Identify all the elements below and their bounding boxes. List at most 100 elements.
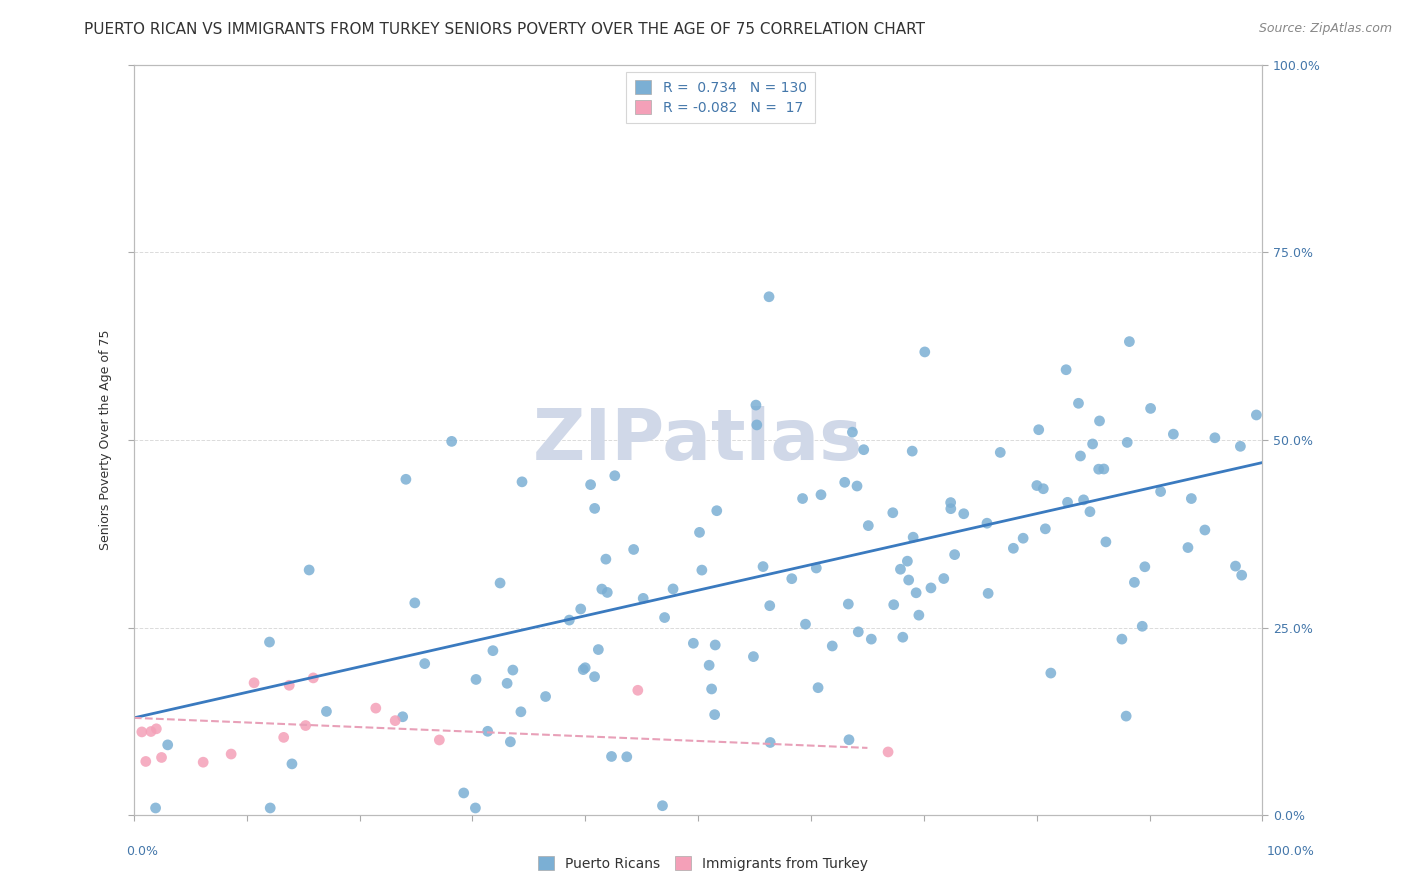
Point bbox=[627, 683, 650, 698]
Point bbox=[364, 701, 387, 715]
Point bbox=[932, 572, 955, 586]
Point bbox=[591, 582, 613, 596]
Point bbox=[1116, 435, 1139, 450]
Point bbox=[758, 290, 780, 304]
Point bbox=[259, 801, 281, 815]
Point bbox=[145, 801, 167, 815]
Point bbox=[1225, 559, 1247, 574]
Point bbox=[1246, 408, 1268, 422]
Point bbox=[281, 756, 304, 771]
Point bbox=[603, 468, 626, 483]
Point bbox=[631, 591, 654, 606]
Point bbox=[901, 444, 924, 458]
Point bbox=[682, 636, 704, 650]
Point bbox=[891, 630, 914, 644]
Point bbox=[243, 675, 266, 690]
Point bbox=[1078, 505, 1101, 519]
Point bbox=[145, 722, 167, 736]
Point bbox=[1204, 431, 1226, 445]
Point bbox=[1033, 522, 1056, 536]
Point bbox=[1092, 462, 1115, 476]
Point bbox=[1073, 492, 1095, 507]
Point bbox=[977, 586, 1000, 600]
Point bbox=[1067, 396, 1090, 410]
Point bbox=[574, 661, 596, 675]
Point bbox=[623, 542, 645, 557]
Point bbox=[278, 678, 301, 692]
Point bbox=[477, 724, 499, 739]
Point bbox=[846, 479, 869, 493]
Text: Source: ZipAtlas.com: Source: ZipAtlas.com bbox=[1258, 22, 1392, 36]
Point bbox=[794, 617, 817, 632]
Point bbox=[219, 747, 242, 761]
Point bbox=[315, 705, 337, 719]
Point bbox=[384, 714, 406, 728]
Point bbox=[952, 507, 974, 521]
Point bbox=[651, 798, 673, 813]
Y-axis label: Seniors Poverty Over the Age of 75: Seniors Poverty Over the Age of 75 bbox=[100, 330, 112, 550]
Point bbox=[752, 559, 775, 574]
Point bbox=[704, 638, 727, 652]
Point bbox=[1088, 414, 1111, 428]
Point bbox=[908, 608, 931, 623]
Point bbox=[662, 582, 685, 596]
Point bbox=[1177, 541, 1199, 555]
Point bbox=[1229, 439, 1251, 453]
Text: ZIPatlas: ZIPatlas bbox=[533, 406, 863, 475]
Point bbox=[273, 731, 295, 745]
Point bbox=[852, 442, 875, 457]
Point bbox=[780, 572, 803, 586]
Point bbox=[1163, 427, 1185, 442]
Point bbox=[758, 599, 780, 613]
Point bbox=[395, 472, 418, 486]
Point bbox=[1054, 362, 1077, 376]
Point bbox=[1123, 575, 1146, 590]
Legend: Puerto Ricans, Immigrants from Turkey: Puerto Ricans, Immigrants from Turkey bbox=[531, 850, 875, 876]
Point bbox=[860, 632, 883, 647]
Point bbox=[440, 434, 463, 449]
Point bbox=[1194, 523, 1216, 537]
Point bbox=[391, 710, 413, 724]
Point bbox=[131, 725, 153, 739]
Point bbox=[1130, 619, 1153, 633]
Point bbox=[1087, 462, 1109, 476]
Text: PUERTO RICAN VS IMMIGRANTS FROM TURKEY SENIORS POVERTY OVER THE AGE OF 75 CORREL: PUERTO RICAN VS IMMIGRANTS FROM TURKEY S… bbox=[84, 22, 925, 37]
Point bbox=[509, 705, 531, 719]
Point bbox=[558, 613, 581, 627]
Point bbox=[914, 345, 936, 359]
Point bbox=[901, 530, 924, 544]
Point bbox=[534, 690, 557, 704]
Point bbox=[1025, 478, 1047, 492]
Point bbox=[897, 573, 920, 587]
Point bbox=[1111, 632, 1133, 646]
Legend: R =  0.734   N = 130, R = -0.082   N =  17: R = 0.734 N = 130, R = -0.082 N = 17 bbox=[627, 71, 815, 123]
Point bbox=[510, 475, 533, 489]
Point bbox=[502, 663, 524, 677]
Point bbox=[588, 642, 610, 657]
Point bbox=[496, 676, 519, 690]
Point bbox=[294, 718, 316, 732]
Point bbox=[600, 749, 623, 764]
Point bbox=[596, 585, 619, 599]
Point bbox=[877, 745, 900, 759]
Point bbox=[896, 554, 918, 568]
Point bbox=[482, 643, 505, 657]
Point bbox=[139, 724, 162, 739]
Point bbox=[690, 563, 713, 577]
Point bbox=[939, 495, 962, 509]
Point bbox=[807, 681, 830, 695]
Point bbox=[1133, 559, 1156, 574]
Point bbox=[838, 732, 860, 747]
Point bbox=[259, 635, 281, 649]
Point bbox=[988, 445, 1011, 459]
Point bbox=[616, 749, 638, 764]
Point bbox=[1149, 484, 1171, 499]
Point bbox=[1095, 535, 1118, 549]
Text: 100.0%: 100.0% bbox=[1267, 846, 1315, 858]
Point bbox=[700, 681, 723, 696]
Point bbox=[193, 755, 215, 769]
Point bbox=[156, 738, 179, 752]
Point bbox=[846, 624, 869, 639]
Point bbox=[841, 425, 863, 439]
Point bbox=[499, 735, 522, 749]
